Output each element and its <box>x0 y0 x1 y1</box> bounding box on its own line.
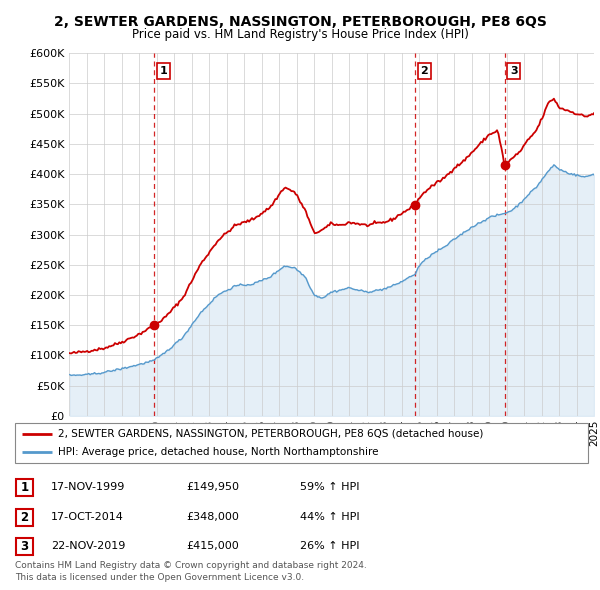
Text: 3: 3 <box>20 540 29 553</box>
Text: Price paid vs. HM Land Registry's House Price Index (HPI): Price paid vs. HM Land Registry's House … <box>131 28 469 41</box>
Text: 1: 1 <box>20 481 29 494</box>
Text: 2, SEWTER GARDENS, NASSINGTON, PETERBOROUGH, PE8 6QS: 2, SEWTER GARDENS, NASSINGTON, PETERBORO… <box>53 15 547 29</box>
Text: This data is licensed under the Open Government Licence v3.0.: This data is licensed under the Open Gov… <box>15 573 304 582</box>
Text: HPI: Average price, detached house, North Northamptonshire: HPI: Average price, detached house, Nort… <box>58 447 379 457</box>
Text: £149,950: £149,950 <box>186 483 239 492</box>
Text: 59% ↑ HPI: 59% ↑ HPI <box>300 483 359 492</box>
Text: £348,000: £348,000 <box>186 512 239 522</box>
Text: Contains HM Land Registry data © Crown copyright and database right 2024.: Contains HM Land Registry data © Crown c… <box>15 561 367 570</box>
Text: 2, SEWTER GARDENS, NASSINGTON, PETERBOROUGH, PE8 6QS (detached house): 2, SEWTER GARDENS, NASSINGTON, PETERBORO… <box>58 429 484 439</box>
Text: 26% ↑ HPI: 26% ↑ HPI <box>300 542 359 551</box>
FancyBboxPatch shape <box>16 509 33 526</box>
Text: 1: 1 <box>160 66 167 76</box>
Text: 2: 2 <box>20 511 29 524</box>
Text: 3: 3 <box>510 66 518 76</box>
FancyBboxPatch shape <box>16 539 33 555</box>
Text: 17-NOV-1999: 17-NOV-1999 <box>51 483 125 492</box>
Text: 17-OCT-2014: 17-OCT-2014 <box>51 512 124 522</box>
Text: 22-NOV-2019: 22-NOV-2019 <box>51 542 125 551</box>
Text: £415,000: £415,000 <box>186 542 239 551</box>
Text: 2: 2 <box>421 66 428 76</box>
FancyBboxPatch shape <box>16 480 33 496</box>
FancyBboxPatch shape <box>15 423 588 463</box>
Text: 44% ↑ HPI: 44% ↑ HPI <box>300 512 359 522</box>
